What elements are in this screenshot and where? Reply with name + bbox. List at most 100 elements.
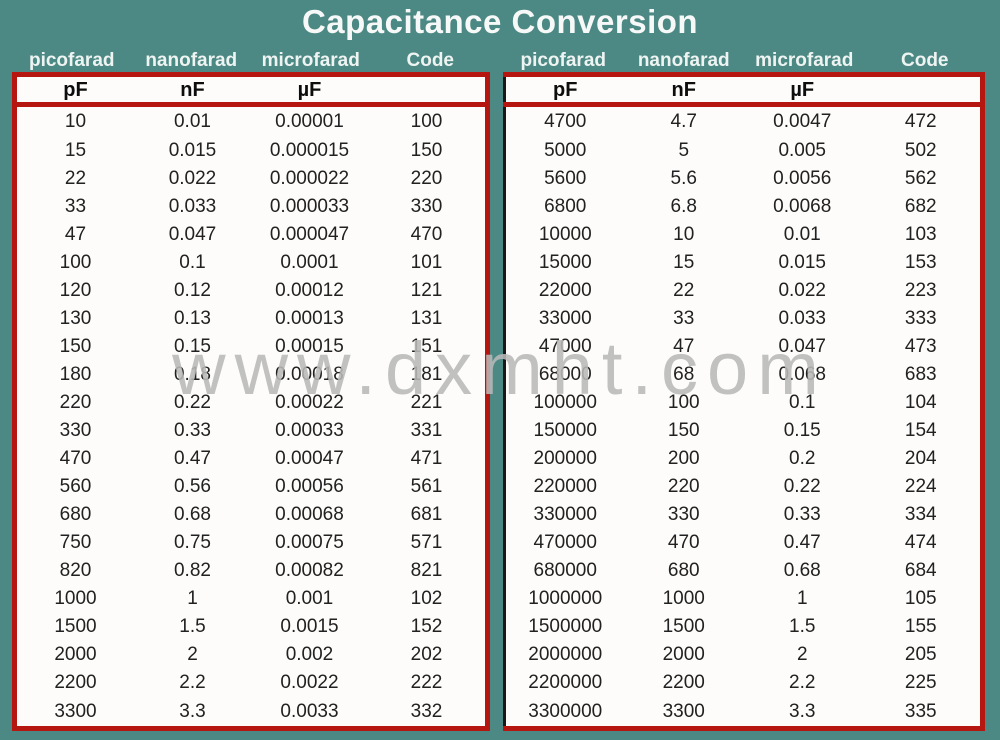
table-cell: 0.47 (783, 531, 821, 553)
table-cell: 0.002 (285, 643, 334, 665)
column-label-nanofarad: nanofarad (637, 50, 730, 71)
table-cell: 101 (410, 251, 443, 273)
table-row: 2200 2.2 0.0022 222 (15, 669, 488, 697)
column-label-code: Code (406, 50, 455, 71)
table-cell: 4.7 (670, 111, 697, 133)
table-cell: 0.47 (173, 447, 211, 469)
table-cell: 0.18 (173, 363, 211, 385)
unit-header-uf: µF (742, 74, 862, 107)
table-cell: 1 (187, 587, 198, 609)
page-title: Capacitance Conversion (301, 3, 699, 40)
table-cell: 562 (904, 167, 937, 189)
table-cell: 2.2 (789, 672, 816, 693)
table-cell: 0.33 (783, 503, 821, 525)
table-row: 2200000 2200 2.2 225 (505, 669, 983, 697)
column-label-picofarad: picofarad (28, 50, 115, 71)
table-cell: 154 (904, 419, 937, 441)
table-row: 130 0.13 0.00013 131 (15, 304, 488, 332)
table-row: 15 0.015 0.000015 150 (15, 136, 488, 164)
left-table-unit-header: pF nF µF (14, 74, 488, 107)
right-column-labels: picofarad nanofarad microfarad Code (503, 46, 985, 72)
table-cell: 100 (410, 111, 443, 133)
table-cell: 474 (904, 531, 937, 553)
table-cell: 0.068 (778, 363, 826, 385)
table-row: 15000 15 0.015 153 (505, 248, 983, 276)
table-cell: 3300 (54, 700, 97, 722)
table-cell: 15 (673, 251, 695, 273)
table-cell: 2 (187, 643, 198, 665)
table-cell: 68000 (538, 363, 592, 385)
table-cell: 150 (410, 139, 443, 161)
table-row: 820 0.82 0.00082 821 (15, 556, 488, 584)
table-row: 150000 150 0.15 154 (505, 416, 983, 444)
table-row: 1500 1.5 0.0015 152 (15, 612, 488, 640)
table-cell: 220000 (533, 475, 597, 497)
table-cell: 105 (904, 587, 937, 609)
table-cell: 821 (410, 559, 443, 581)
table-row: 10000 10 0.01 103 (505, 220, 983, 248)
table-cell: 104 (904, 391, 937, 413)
table-cell: 0.0033 (280, 700, 339, 722)
table-cell: 100 (667, 391, 700, 413)
table-cell: 684 (904, 559, 937, 581)
table-cell: 0.00012 (275, 279, 344, 301)
table-row: 22000 22 0.022 223 (505, 276, 983, 304)
unit-header-pf: pF (504, 74, 625, 107)
table-cell: 0.000022 (269, 167, 350, 189)
table-cell: 0.000033 (269, 195, 350, 217)
column-label-picofarad: picofarad (520, 50, 607, 71)
table-cell: 0.005 (778, 139, 826, 161)
table-cell: 0.00022 (275, 391, 344, 413)
table-cell: 330 (410, 195, 443, 217)
table-cell: 473 (904, 335, 937, 357)
table-cell: 0.015 (168, 139, 217, 161)
table-cell: 334 (904, 503, 937, 525)
table-cell: 0.00013 (275, 307, 344, 329)
table-cell: 221 (410, 391, 443, 413)
table-cell: 2000 (662, 643, 705, 665)
unit-header-code (861, 74, 983, 107)
table-cell: 1500000 (528, 615, 603, 637)
table-cell: 10 (673, 223, 695, 245)
column-label-microfarad: microfarad (261, 50, 360, 71)
left-column-labels: picofarad nanofarad microfarad Code (12, 46, 490, 72)
table-cell: 151 (410, 335, 443, 357)
right-table-group: picofarad nanofarad microfarad Code pF n… (503, 46, 985, 731)
table-row: 47000 47 0.047 473 (505, 332, 983, 360)
table-cell: 470000 (533, 531, 597, 553)
table-cell: 103 (904, 223, 937, 245)
table-row: 10 0.01 0.00001 100 (15, 105, 488, 137)
table-cell: 0.12 (173, 279, 211, 301)
table-row: 680 0.68 0.00068 681 (15, 500, 488, 528)
right-conversion-table: pF nF µF 4700 4.7 0.0047 472 5000 5 0.005 502 56… (503, 72, 985, 731)
table-cell: 0.68 (783, 559, 821, 581)
table-row: 5000 5 0.005 502 (505, 136, 983, 164)
table-cell: 681 (410, 503, 443, 525)
table-cell: 5 (678, 139, 690, 161)
table-cell: 1 (796, 587, 808, 609)
table-cell: 6.8 (670, 195, 697, 217)
table-cell: 333 (904, 307, 937, 329)
table-cell: 1.5 (789, 615, 816, 637)
right-table-body: 4700 4.7 0.0047 472 5000 5 0.005 502 5600 5.6 0.00… (505, 105, 983, 729)
table-row: 33000 33 0.033 333 (505, 304, 983, 332)
table-cell: 470 (59, 447, 92, 469)
table-cell: 47000 (538, 335, 592, 357)
table-cell: 2200000 (528, 672, 603, 693)
table-cell: 0.0056 (773, 167, 832, 189)
table-cell: 0.000047 (269, 223, 350, 245)
table-cell: 6800 (544, 195, 587, 217)
table-row: 470 0.47 0.00047 471 (15, 444, 488, 472)
table-cell: 0.00068 (275, 503, 344, 525)
table-cell: 200 (667, 447, 700, 469)
table-cell: 15000 (538, 251, 592, 273)
table-row: 180 0.18 0.00018 181 (15, 360, 488, 388)
table-cell: 33 (64, 195, 87, 217)
table-cell: 2200 (662, 672, 705, 693)
table-cell: 683 (904, 363, 937, 385)
table-cell: 100000 (533, 391, 597, 413)
table-cell: 22 (64, 167, 87, 189)
table-cell: 0.0022 (280, 672, 339, 693)
table-row: 750 0.75 0.00075 571 (15, 528, 488, 556)
table-cell: 220 (667, 475, 700, 497)
